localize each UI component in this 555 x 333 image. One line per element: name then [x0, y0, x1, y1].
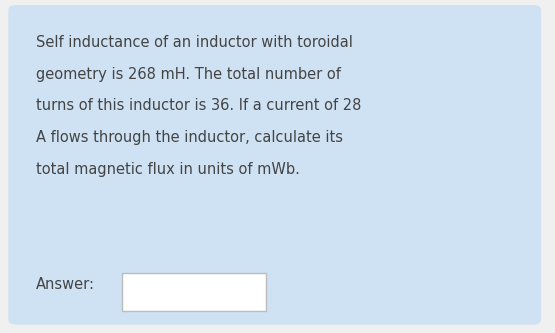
- Text: A flows through the inductor, calculate its: A flows through the inductor, calculate …: [36, 130, 343, 145]
- Text: Answer:: Answer:: [36, 277, 95, 292]
- Text: turns of this inductor is 36. If a current of 28: turns of this inductor is 36. If a curre…: [36, 98, 361, 113]
- Text: geometry is 268 mH. The total number of: geometry is 268 mH. The total number of: [36, 67, 341, 82]
- FancyBboxPatch shape: [8, 5, 541, 325]
- Text: Self inductance of an inductor with toroidal: Self inductance of an inductor with toro…: [36, 35, 353, 50]
- FancyBboxPatch shape: [122, 273, 266, 311]
- Text: total magnetic flux in units of mWb.: total magnetic flux in units of mWb.: [36, 162, 300, 176]
